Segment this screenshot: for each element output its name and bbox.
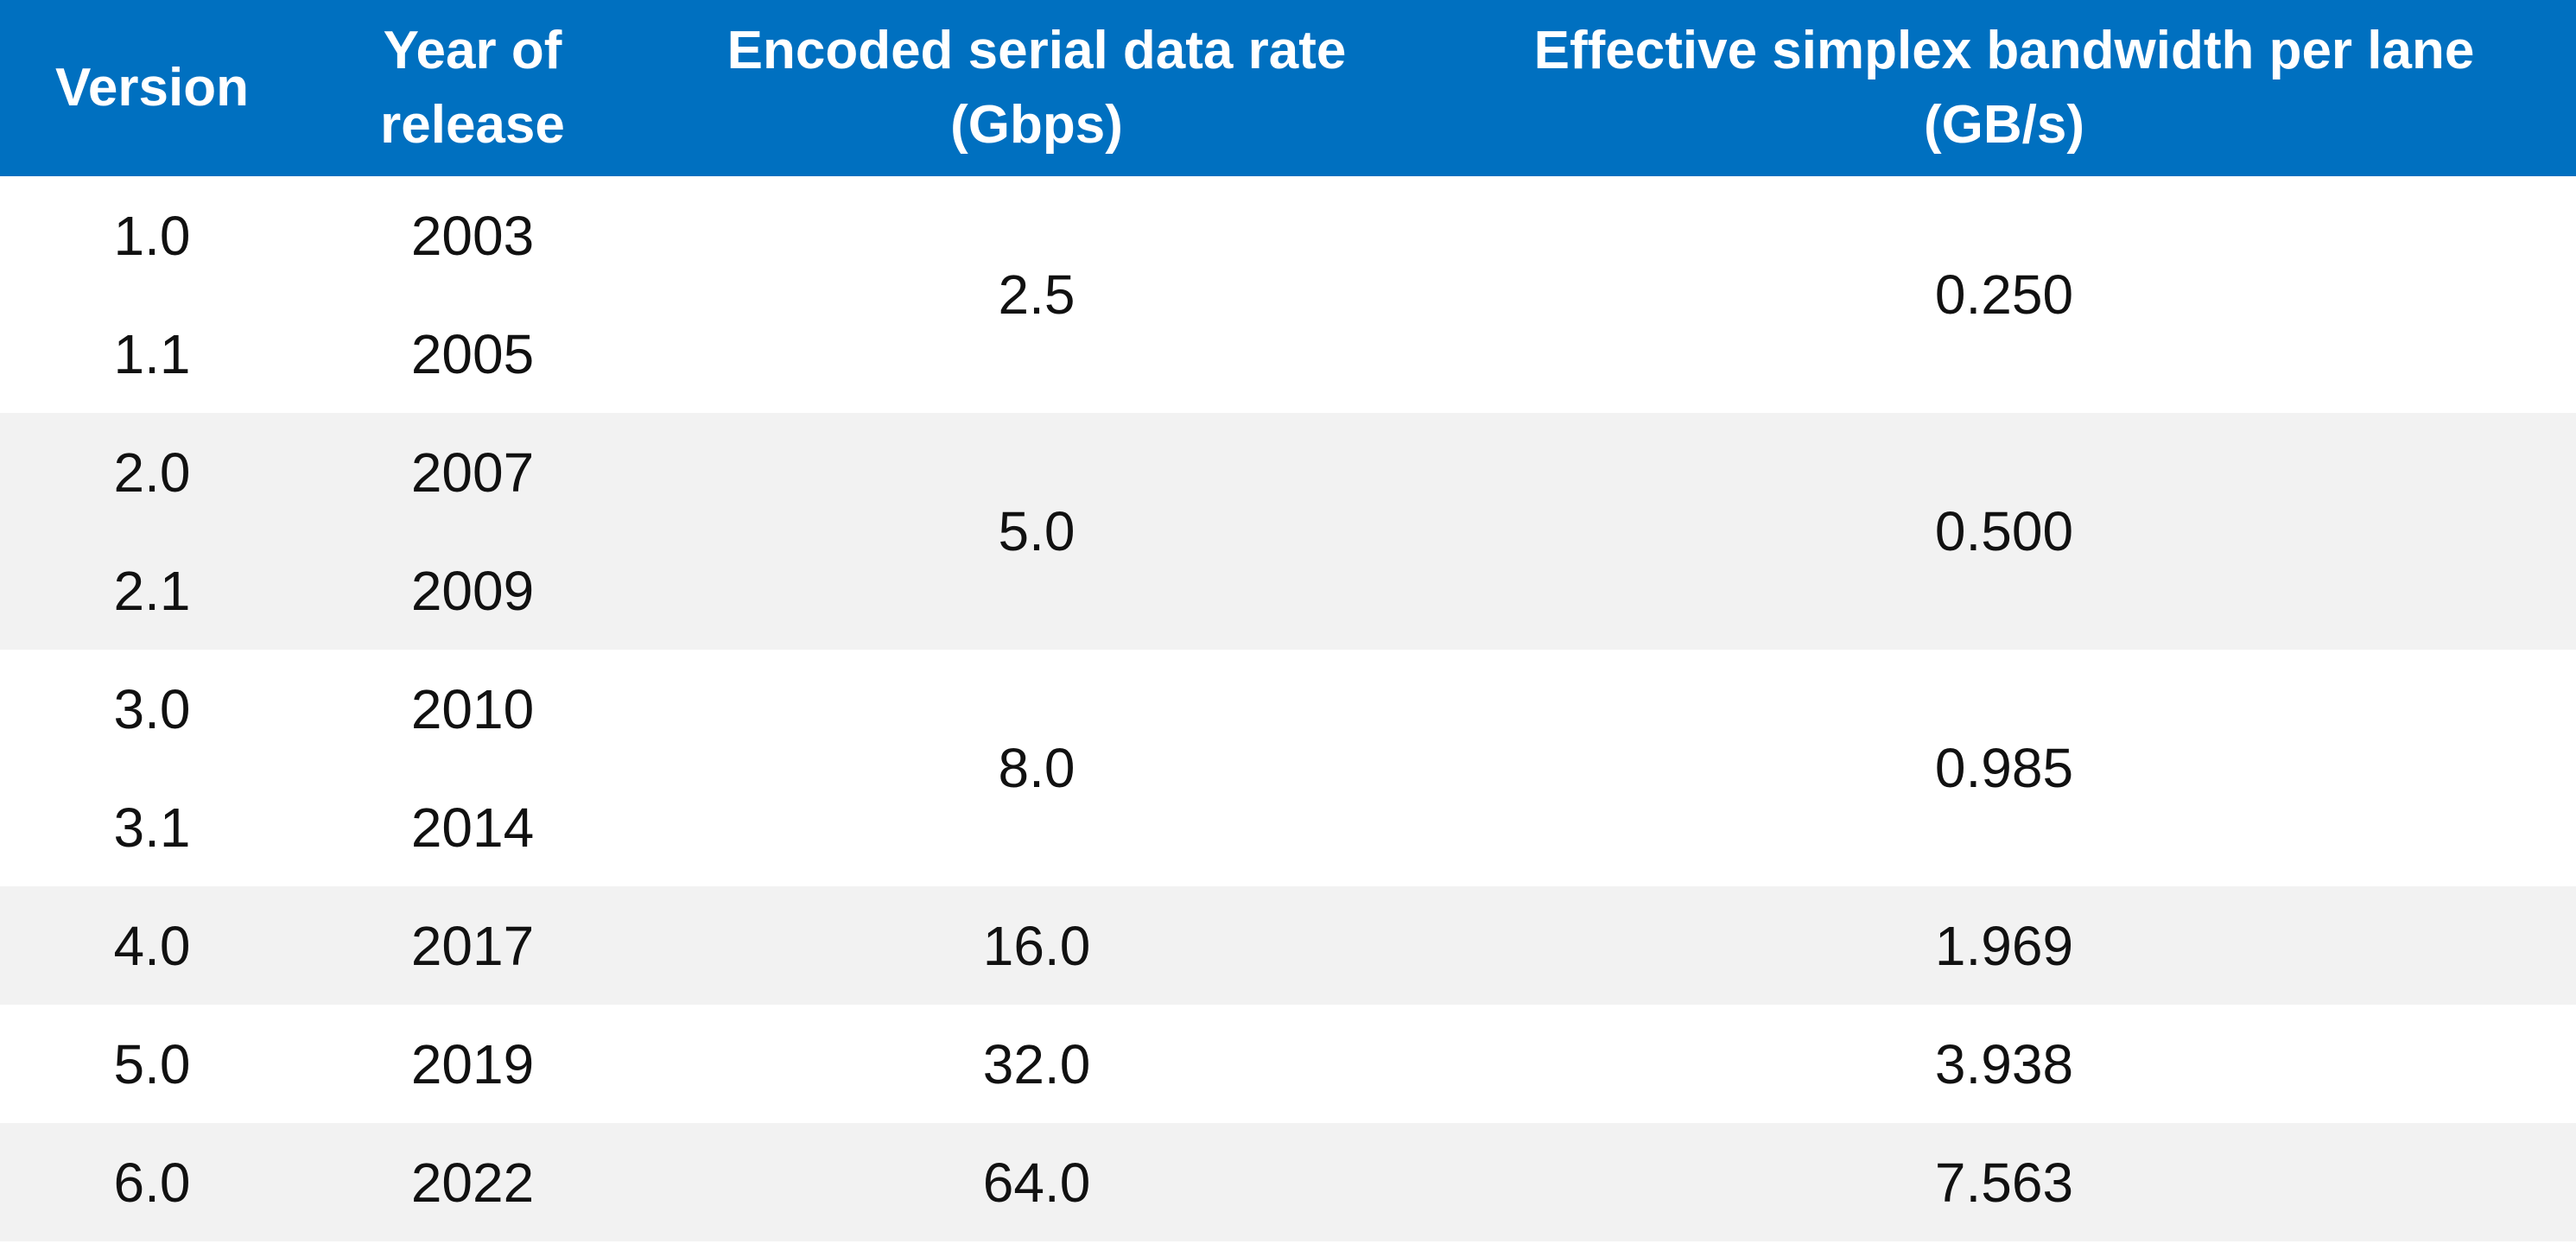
version-cell: 2.0 <box>0 413 304 531</box>
year-cell: 2005 <box>304 295 641 413</box>
bandwidth-cell: 1.969 <box>1432 886 2576 1005</box>
year-cell: 2019 <box>304 1005 641 1123</box>
rate-cell: 32.0 <box>641 1005 1432 1123</box>
header-bandwidth-line1: Effective simplex bandwidth per lane <box>1533 21 2475 80</box>
header-year-line1: Year of <box>383 21 562 80</box>
table-row: 1.1 2005 <box>0 295 2576 413</box>
table-row: 3.1 2014 <box>0 768 2576 886</box>
table-row: 2.0 2007 5.0 0.500 <box>0 413 2576 650</box>
version-cell: 5.0 <box>0 1005 304 1123</box>
rate-cell: 2.5 <box>641 176 1432 413</box>
year-cell: 2014 <box>304 768 641 886</box>
bandwidth-cell: 0.250 <box>1432 176 2576 413</box>
version-cell: 1.0 <box>0 176 304 295</box>
version-cell: 1.1 <box>0 295 304 413</box>
table-row: 4.0 2017 16.0 1.969 <box>0 886 2576 1005</box>
table-row: 1.0 2003 2.5 0.250 <box>0 176 2576 413</box>
rate-cell: 8.0 <box>641 650 1432 886</box>
rate-cell: 64.0 <box>641 1123 1432 1241</box>
header-version: Version <box>0 0 304 176</box>
header-bandwidth-line2: (GB/s) <box>1924 95 2084 155</box>
version-cell: 4.0 <box>0 886 304 1005</box>
version-cell: 3.1 <box>0 768 304 886</box>
rate-cell: 5.0 <box>641 413 1432 650</box>
year-cell: 2010 <box>304 650 641 768</box>
table-row: 3.0 2010 8.0 0.985 <box>0 650 2576 886</box>
header-row: Version Year of release Encoded serial da… <box>0 0 2576 176</box>
header-rate: Encoded serial data rate (Gbps) <box>641 0 1432 176</box>
header-rate-line1: Encoded serial data rate <box>726 21 1347 80</box>
table-row: 5.0 2019 32.0 3.938 <box>0 1005 2576 1123</box>
header-bandwidth: Effective simplex bandwidth per lane (GB/… <box>1432 0 2576 176</box>
year-cell: 2017 <box>304 886 641 1005</box>
header-year: Year of release <box>304 0 641 176</box>
bandwidth-cell: 0.500 <box>1432 413 2576 650</box>
header-year-line2: release <box>380 95 565 155</box>
year-cell: 2003 <box>304 176 641 295</box>
year-cell: 2007 <box>304 413 641 531</box>
year-cell: 2009 <box>304 531 641 650</box>
table-row: 6.0 2022 64.0 7.563 <box>0 1123 2576 1241</box>
table-row: 2.1 2009 <box>0 531 2576 650</box>
version-cell: 6.0 <box>0 1123 304 1241</box>
rate-cell: 16.0 <box>641 886 1432 1005</box>
header-rate-line2: (Gbps) <box>950 95 1123 155</box>
version-cell: 3.0 <box>0 650 304 768</box>
version-cell: 2.1 <box>0 531 304 650</box>
header-version-label: Version <box>55 58 249 117</box>
bandwidth-cell: 0.985 <box>1432 650 2576 886</box>
bandwidth-cell: 7.563 <box>1432 1123 2576 1241</box>
bandwidth-cell: 3.938 <box>1432 1005 2576 1123</box>
year-cell: 2022 <box>304 1123 641 1241</box>
